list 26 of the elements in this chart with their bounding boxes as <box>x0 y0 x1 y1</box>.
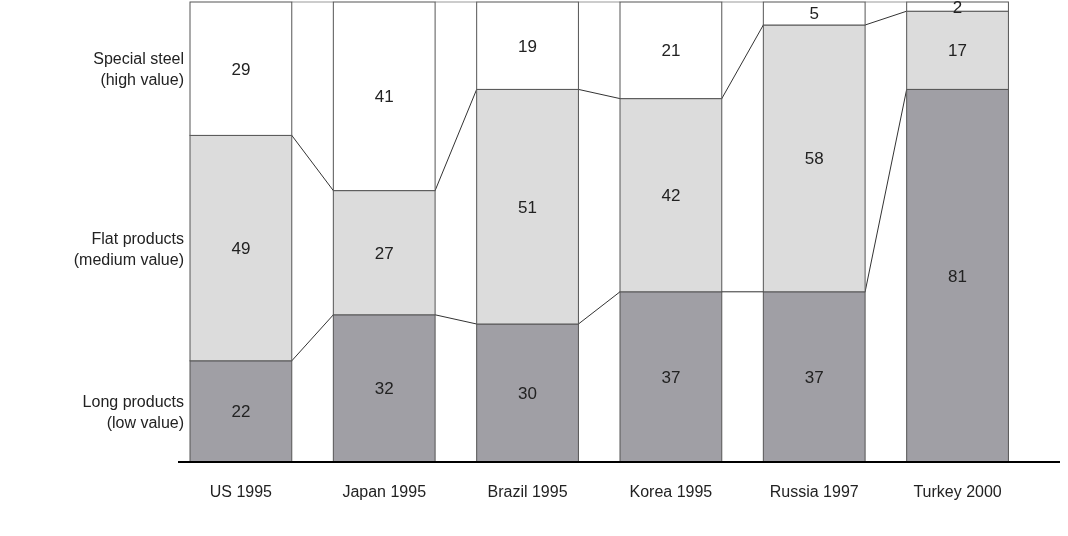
x-tick-label: Brazil 1995 <box>487 483 568 500</box>
data-label: 41 <box>374 87 394 107</box>
data-label: 22 <box>231 402 251 422</box>
data-label: 49 <box>231 239 251 259</box>
data-label: 30 <box>518 383 538 403</box>
data-label: 17 <box>948 41 968 61</box>
data-label: 32 <box>374 379 394 399</box>
data-label: 42 <box>661 186 681 206</box>
data-label: 5 <box>809 4 819 24</box>
data-label: 37 <box>661 367 681 387</box>
x-tick-label: Japan 1995 <box>342 483 427 500</box>
x-tick-label: Korea 1995 <box>629 483 713 500</box>
data-label: 27 <box>374 243 394 263</box>
data-label: 37 <box>804 367 824 387</box>
data-label: 51 <box>518 197 538 217</box>
x-tick-label: US 1995 <box>209 483 273 500</box>
series-label: Special steel (high value) <box>93 50 184 89</box>
x-tick-label: Turkey 2000 <box>913 483 1002 500</box>
data-label: 58 <box>804 149 824 169</box>
data-label: 19 <box>518 36 538 56</box>
data-label: 81 <box>948 266 968 286</box>
data-label: 29 <box>231 59 251 79</box>
series-label: Long products (low value) <box>82 393 184 431</box>
series-label: Flat products (medium value) <box>73 229 184 268</box>
data-label: 21 <box>661 41 681 61</box>
x-tick-label: Russia 1997 <box>769 483 859 500</box>
